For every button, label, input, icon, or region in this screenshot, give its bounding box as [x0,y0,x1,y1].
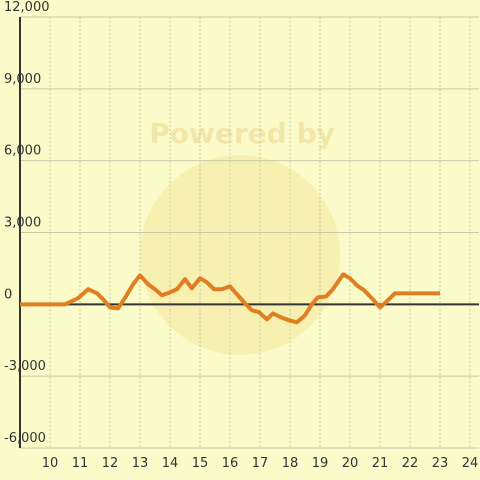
watermark-text: Powered by [149,117,335,150]
x-tick-label: 21 [372,456,389,471]
x-tick-label: 17 [252,456,269,471]
x-tick-label: 18 [282,456,299,471]
x-tick-label: 15 [192,456,209,471]
y-tick-label: 3,000 [4,216,41,231]
data-line [20,272,440,325]
y-tick-label: -6,000 [4,431,46,446]
y-tick-label: 9,000 [4,72,41,87]
x-tick-label: 24 [462,456,479,471]
x-tick-label: 19 [312,456,329,471]
x-tick-label: 12 [102,456,119,471]
y-tick-label: -3,000 [4,359,46,374]
x-tick-label: 14 [162,456,179,471]
x-tick-label: 10 [42,456,59,471]
x-tick-label: 13 [132,456,149,471]
x-tick-label: 20 [342,456,359,471]
y-tick-label: 0 [4,287,12,302]
y-tick-label: 6,000 [4,144,41,159]
y-tick-label: 12,000 [4,0,50,15]
x-tick-label: 16 [222,456,239,471]
x-tick-label: 22 [402,456,419,471]
x-tick-label: 23 [432,456,449,471]
x-tick-label: 11 [72,456,89,471]
